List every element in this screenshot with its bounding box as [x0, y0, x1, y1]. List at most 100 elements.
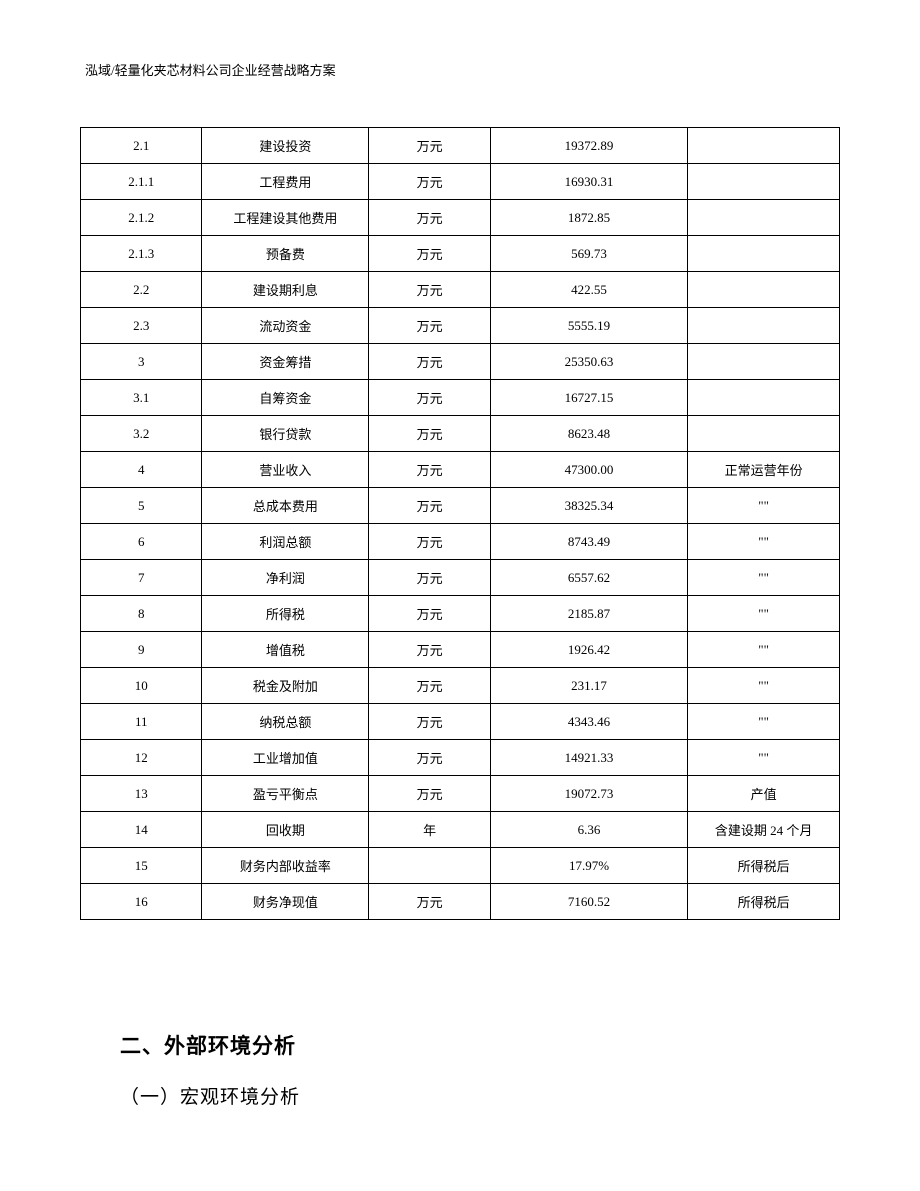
- table-cell: [688, 272, 840, 308]
- table-row: 8所得税万元2185.87"": [81, 596, 840, 632]
- table-cell: 7160.52: [490, 884, 687, 920]
- table-cell: 2.1.3: [81, 236, 202, 272]
- table-cell: 422.55: [490, 272, 687, 308]
- table-cell: 10: [81, 668, 202, 704]
- table-cell: "": [688, 668, 840, 704]
- table-cell: 净利润: [202, 560, 369, 596]
- table-cell: 25350.63: [490, 344, 687, 380]
- table-cell: 2.1.1: [81, 164, 202, 200]
- table-cell: "": [688, 524, 840, 560]
- table-cell: [688, 236, 840, 272]
- table-cell: [688, 200, 840, 236]
- table-cell: 万元: [369, 128, 490, 164]
- table-cell: [369, 848, 490, 884]
- table-row: 5总成本费用万元38325.34"": [81, 488, 840, 524]
- table-cell: 3.2: [81, 416, 202, 452]
- table-cell: 工业增加值: [202, 740, 369, 776]
- table-row: 9增值税万元1926.42"": [81, 632, 840, 668]
- table-cell: 4343.46: [490, 704, 687, 740]
- table-cell: 8623.48: [490, 416, 687, 452]
- table-cell: "": [688, 704, 840, 740]
- table-cell: 47300.00: [490, 452, 687, 488]
- table-cell: "": [688, 488, 840, 524]
- table-cell: "": [688, 740, 840, 776]
- table-cell: 15: [81, 848, 202, 884]
- table-cell: 纳税总额: [202, 704, 369, 740]
- table-cell: 万元: [369, 524, 490, 560]
- table-row: 2.1.2工程建设其他费用万元1872.85: [81, 200, 840, 236]
- table-cell: "": [688, 596, 840, 632]
- table-cell: 17.97%: [490, 848, 687, 884]
- table-cell: [688, 164, 840, 200]
- table-cell: 万元: [369, 272, 490, 308]
- table-cell: 财务净现值: [202, 884, 369, 920]
- table-cell: 工程费用: [202, 164, 369, 200]
- table-row: 3资金筹措万元25350.63: [81, 344, 840, 380]
- table-cell: "": [688, 560, 840, 596]
- table-cell: 12: [81, 740, 202, 776]
- table-cell: 19072.73: [490, 776, 687, 812]
- table-cell: 2.2: [81, 272, 202, 308]
- table-cell: 万元: [369, 560, 490, 596]
- section-heading: 二、外部环境分析: [120, 1030, 840, 1060]
- table-cell: 万元: [369, 344, 490, 380]
- table-row: 2.1建设投资万元19372.89: [81, 128, 840, 164]
- table-cell: 2.1.2: [81, 200, 202, 236]
- table-cell: [688, 380, 840, 416]
- table-cell: 利润总额: [202, 524, 369, 560]
- table-cell: 16930.31: [490, 164, 687, 200]
- table-cell: [688, 344, 840, 380]
- table-cell: 万元: [369, 596, 490, 632]
- table-cell: 13: [81, 776, 202, 812]
- table-cell: 1872.85: [490, 200, 687, 236]
- table-cell: 总成本费用: [202, 488, 369, 524]
- table-row: 2.2建设期利息万元422.55: [81, 272, 840, 308]
- table-cell: 含建设期 24 个月: [688, 812, 840, 848]
- table-cell: 9: [81, 632, 202, 668]
- table-cell: 财务内部收益率: [202, 848, 369, 884]
- table-row: 15财务内部收益率 17.97%所得税后: [81, 848, 840, 884]
- table-cell: 万元: [369, 380, 490, 416]
- table-cell: 6: [81, 524, 202, 560]
- table-cell: 万元: [369, 776, 490, 812]
- table-cell: 税金及附加: [202, 668, 369, 704]
- table-cell: 14: [81, 812, 202, 848]
- table-cell: 建设期利息: [202, 272, 369, 308]
- table-row: 3.2银行贷款万元8623.48: [81, 416, 840, 452]
- table-cell: 建设投资: [202, 128, 369, 164]
- table-cell: 3.1: [81, 380, 202, 416]
- table-row: 16财务净现值万元7160.52所得税后: [81, 884, 840, 920]
- table-cell: [688, 308, 840, 344]
- table-cell: 19372.89: [490, 128, 687, 164]
- table-cell: 所得税后: [688, 848, 840, 884]
- table-cell: 3: [81, 344, 202, 380]
- table-cell: 万元: [369, 740, 490, 776]
- table-cell: 预备费: [202, 236, 369, 272]
- table-cell: 资金筹措: [202, 344, 369, 380]
- subsection-heading: （一）宏观环境分析: [120, 1082, 840, 1109]
- table-cell: 万元: [369, 416, 490, 452]
- page-header-title: 泓域/轻量化夹芯材料公司企业经营战略方案: [85, 60, 840, 79]
- table-cell: 2.1: [81, 128, 202, 164]
- table-cell: 8743.49: [490, 524, 687, 560]
- table-cell: 38325.34: [490, 488, 687, 524]
- table-cell: 回收期: [202, 812, 369, 848]
- table-cell: 工程建设其他费用: [202, 200, 369, 236]
- table-cell: 8: [81, 596, 202, 632]
- table-cell: 产值: [688, 776, 840, 812]
- table-cell: 营业收入: [202, 452, 369, 488]
- table-row: 6利润总额万元8743.49"": [81, 524, 840, 560]
- table-cell: 7: [81, 560, 202, 596]
- table-cell: 万元: [369, 632, 490, 668]
- table-cell: 4: [81, 452, 202, 488]
- table-cell: 万元: [369, 164, 490, 200]
- table-cell: 所得税后: [688, 884, 840, 920]
- table-cell: 银行贷款: [202, 416, 369, 452]
- table-row: 4营业收入万元47300.00正常运营年份: [81, 452, 840, 488]
- table-row: 2.3流动资金万元5555.19: [81, 308, 840, 344]
- table-cell: 流动资金: [202, 308, 369, 344]
- table-cell: 6557.62: [490, 560, 687, 596]
- table-cell: 万元: [369, 884, 490, 920]
- table-cell: 万元: [369, 668, 490, 704]
- table-cell: 万元: [369, 488, 490, 524]
